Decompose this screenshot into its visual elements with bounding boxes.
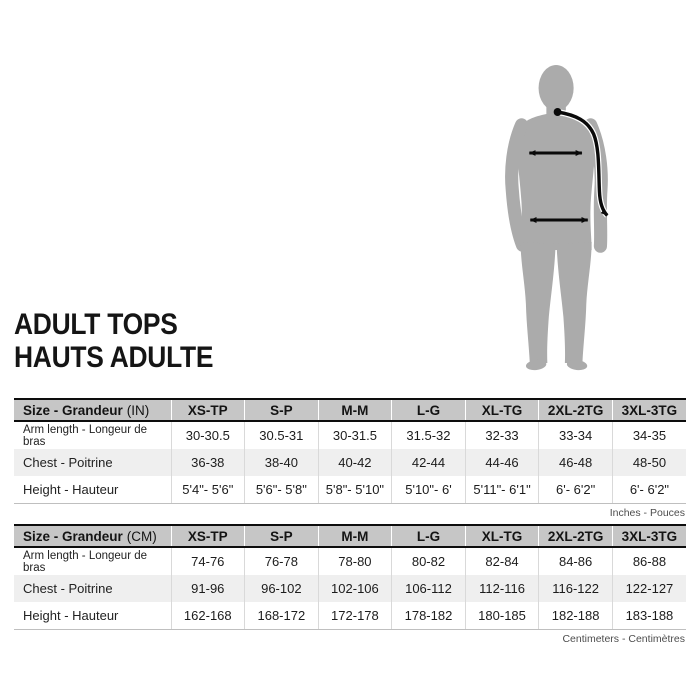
arm-measure-line <box>557 110 609 217</box>
size-table-inches: Size - Grandeur (IN) XS-TP S-P M-M L-G XL… <box>14 398 686 504</box>
size-cell: 33-34 <box>538 421 613 449</box>
size-cell: 40-42 <box>318 449 393 476</box>
size-unit: (IN) <box>126 402 150 418</box>
size-cell: 162-168 <box>171 602 246 630</box>
column-header: S-P <box>244 398 319 422</box>
size-cell: 34-35 <box>632 428 667 443</box>
size-cell: 48-50 <box>632 455 667 470</box>
row-label: Chest - Poitrine <box>14 449 172 476</box>
column-header: 2XL-2TG <box>538 398 613 422</box>
size-cell: 30-30.5 <box>171 421 246 449</box>
table-row: Arm length - Longeur de bras 30-30.5 30.… <box>14 421 686 449</box>
size-label: Size - Grandeur <box>23 402 123 418</box>
body-silhouette <box>505 65 608 371</box>
column-header: XS-TP <box>171 524 246 548</box>
size-cell: 86-88 <box>632 554 667 569</box>
column-header: 3XL-3TG <box>612 398 686 422</box>
size-cell: 5'11"- 6'1" <box>465 476 540 504</box>
size-cell: 168-172 <box>244 602 319 630</box>
size-table-cm-section: Size - Grandeur (CM) XS-TP S-P M-M L-G XL… <box>14 524 686 645</box>
size-cell: 91-96 <box>171 575 246 602</box>
page-title: ADULT TOPS HAUTS ADULTE <box>14 308 240 374</box>
row-label: Height - Hauteur <box>14 602 172 630</box>
title-line-en: ADULT TOPS <box>14 308 178 341</box>
size-cell: 44-46 <box>465 449 540 476</box>
size-cell: 182-188 <box>538 602 613 630</box>
size-cell: 38-40 <box>244 449 319 476</box>
row-label: Chest - Poitrine <box>14 575 172 602</box>
size-cell: 183-188 <box>612 602 686 630</box>
unit-note-inches: Inches - Pouces <box>609 507 685 519</box>
size-table-centimeters: Size - Grandeur (CM) XS-TP S-P M-M L-G XL… <box>14 524 686 630</box>
size-cell: 46-48 <box>538 449 613 476</box>
size-cell: 5'4"- 5'6" <box>171 476 246 504</box>
column-header: 2XL-2TG <box>538 524 613 548</box>
size-table-inches-section: Size - Grandeur (IN) XS-TP S-P M-M L-G XL… <box>14 398 686 519</box>
table-row: Arm length - Longeur de bras 74-76 76-78… <box>14 547 686 575</box>
size-cell: 180-185 <box>465 602 540 630</box>
table-row: Height - Hauteur 5'4"- 5'6" 5'6"- 5'8" 5… <box>14 476 686 504</box>
size-cell: 36-38 <box>171 449 246 476</box>
unit-note-centimeters: Centimeters - Centimètres <box>562 633 685 645</box>
size-cell: 5'10"- 6' <box>391 476 466 504</box>
size-cell: 172-178 <box>318 602 393 630</box>
table-row: Chest - Poitrine 91-96 96-102 102-106 10… <box>14 575 686 602</box>
column-header: XS-TP <box>171 398 246 422</box>
column-header: L-G <box>391 398 466 422</box>
size-cell: 112-116 <box>465 575 540 602</box>
column-header: S-P <box>244 524 319 548</box>
size-cell: 6'- 6'2" <box>538 476 613 504</box>
size-cell: 116-122 <box>538 575 613 602</box>
size-cell: 74-76 <box>171 547 246 575</box>
size-unit: (CM) <box>126 528 157 544</box>
column-header: M-M <box>318 398 393 422</box>
size-cell: 82-84 <box>465 547 540 575</box>
size-cell: 102-106 <box>318 575 393 602</box>
size-cell: 78-80 <box>318 547 393 575</box>
measure-start-dot <box>553 108 562 116</box>
table-row: Chest - Poitrine 36-38 38-40 40-42 42-44… <box>14 449 686 476</box>
column-header: L-G <box>391 524 466 548</box>
size-cell: 5'8"- 5'10" <box>318 476 393 504</box>
table-row: Height - Hauteur 162-168 168-172 172-178… <box>14 602 686 630</box>
size-cell: 122-127 <box>625 581 674 596</box>
row-label: Arm length - Longeur de bras <box>14 421 172 449</box>
row-label: Height - Hauteur <box>14 476 172 504</box>
title-line-fr: HAUTS ADULTE <box>14 341 214 374</box>
size-cell: 76-78 <box>244 547 319 575</box>
size-cell: 178-182 <box>391 602 466 630</box>
column-header: M-M <box>318 524 393 548</box>
column-header-size: Size - Grandeur (CM) <box>14 524 172 548</box>
size-cell: 32-33 <box>465 421 540 449</box>
column-header: XL-TG <box>465 398 540 422</box>
size-cell: 31.5-32 <box>391 421 466 449</box>
size-cell: 30.5-31 <box>244 421 319 449</box>
size-cell: 80-82 <box>391 547 466 575</box>
size-cell: 5'6"- 5'8" <box>244 476 319 504</box>
measurement-marks <box>528 108 610 223</box>
header-row: Size - Grandeur (CM) XS-TP S-P M-M L-G XL… <box>14 524 686 548</box>
row-label: Arm length - Longeur de bras <box>14 547 172 575</box>
size-cell: 84-86 <box>538 547 613 575</box>
body-silhouette-figure <box>504 64 616 374</box>
column-header: 3XL-3TG <box>612 524 686 548</box>
size-cell: 96-102 <box>244 575 319 602</box>
column-header-size: Size - Grandeur (IN) <box>14 398 172 422</box>
column-header: XL-TG <box>465 524 540 548</box>
size-cell: 106-112 <box>391 575 466 602</box>
size-cell: 30-31.5 <box>318 421 393 449</box>
header-row: Size - Grandeur (IN) XS-TP S-P M-M L-G XL… <box>14 398 686 422</box>
size-cell: 6'- 6'2" <box>612 476 686 504</box>
size-label: Size - Grandeur <box>23 528 123 544</box>
size-cell: 42-44 <box>391 449 466 476</box>
